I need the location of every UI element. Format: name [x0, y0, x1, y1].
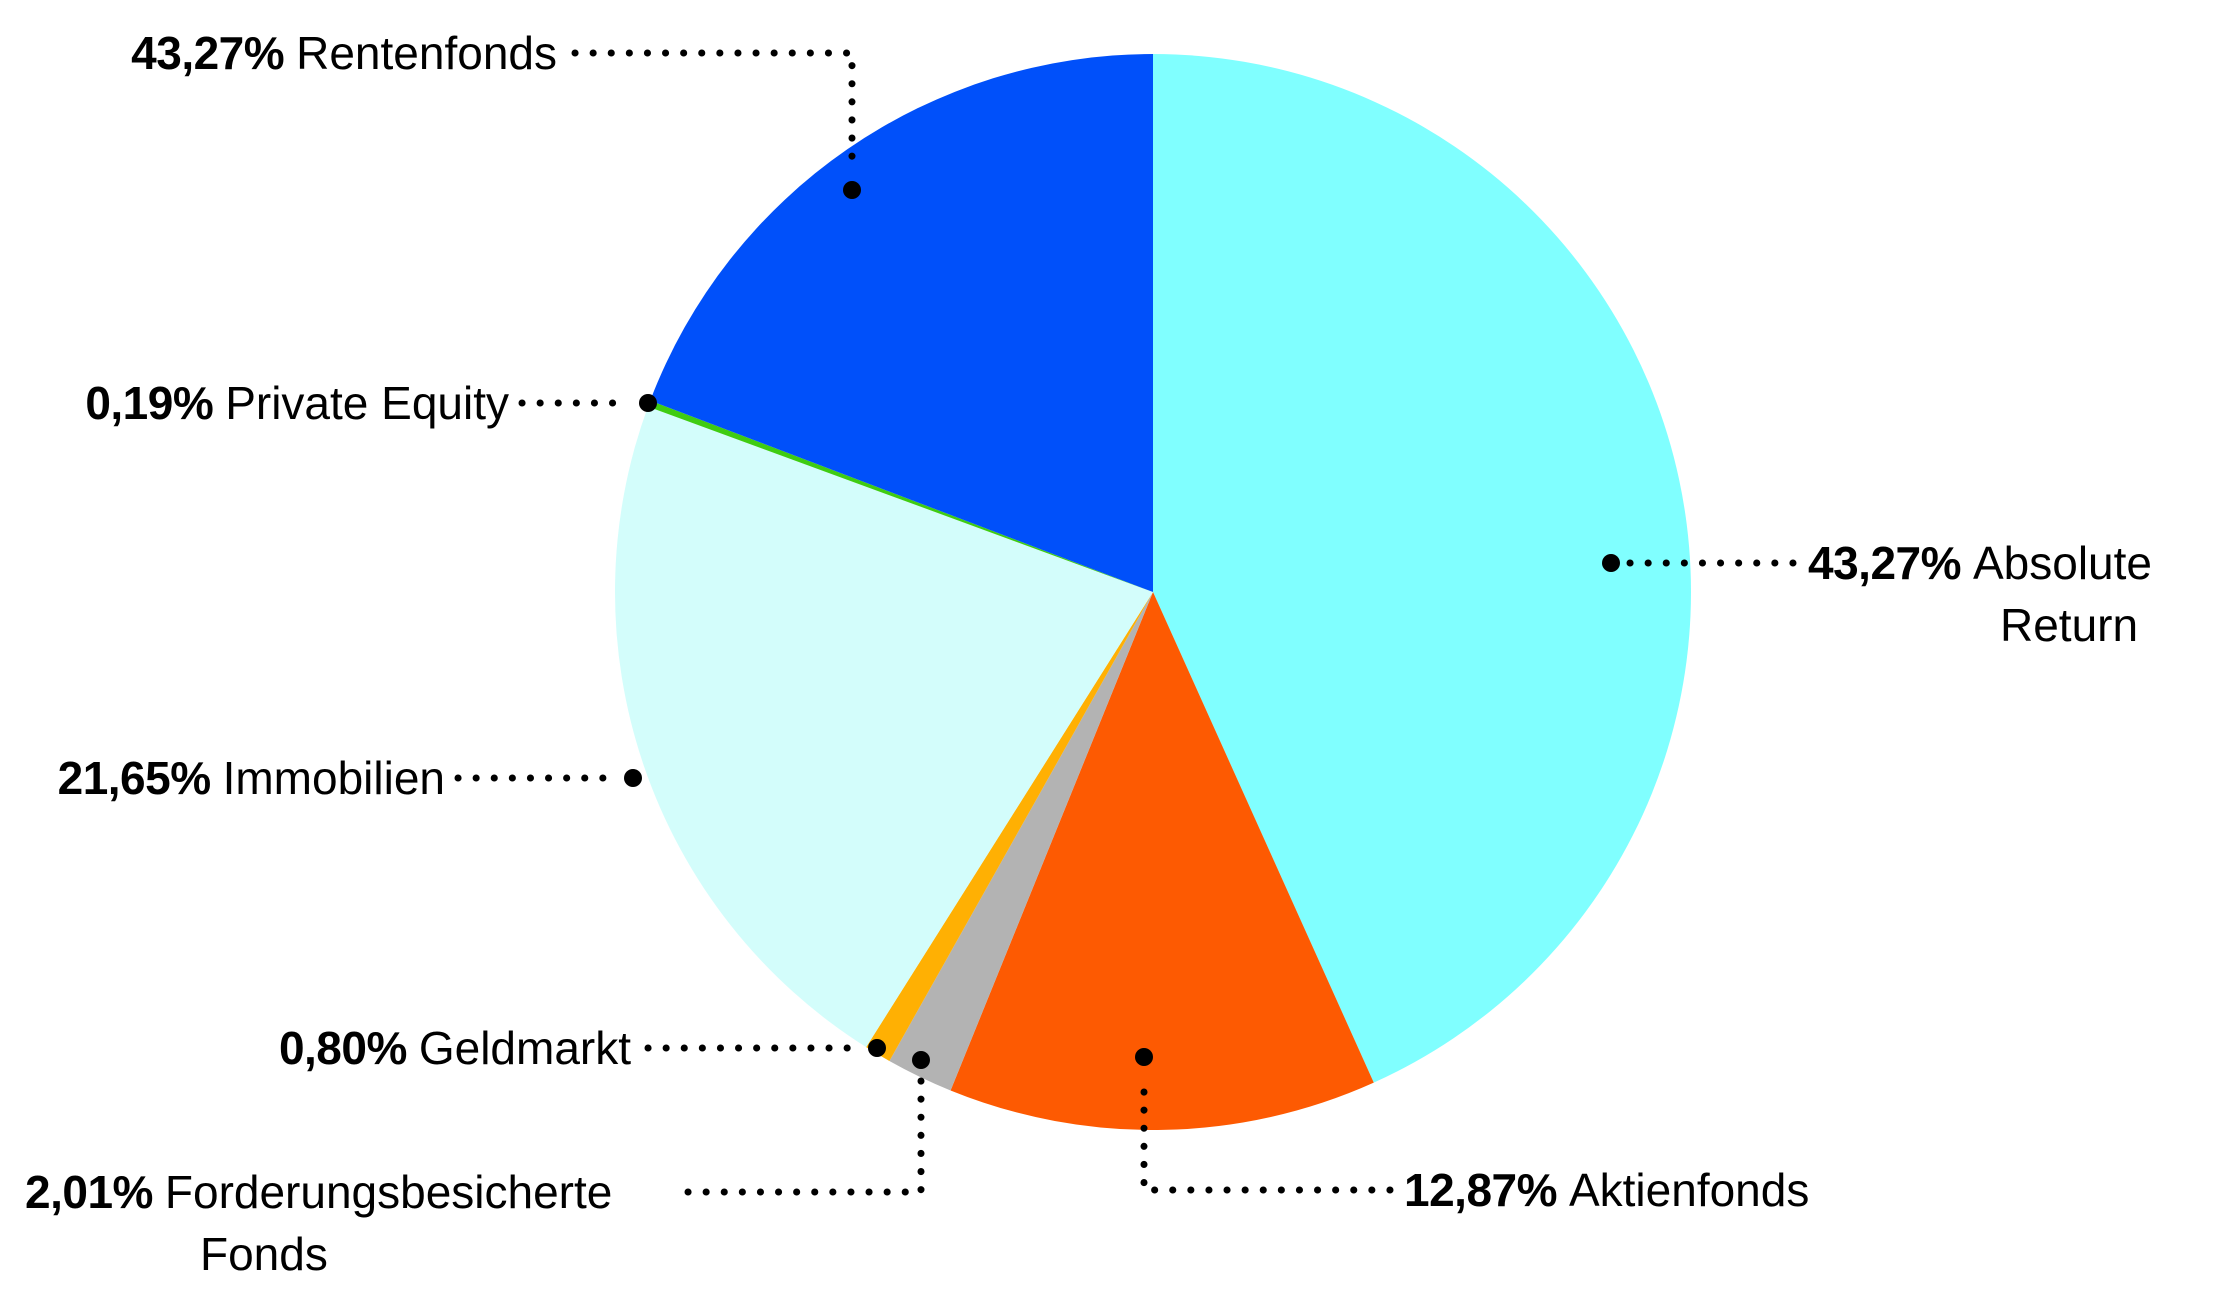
label-immobilien-name: Immobilien — [222, 752, 445, 804]
label-rentenfonds: 43,27% Rentenfonds — [131, 22, 557, 84]
pie-slice-private-equity[interactable] — [647, 400, 1153, 592]
label-rentenfonds-value: 43,27% — [131, 27, 285, 79]
leader-dot-immobilien — [624, 769, 642, 787]
leader-dot-private-equity — [639, 394, 657, 412]
label-geldmarkt-name: Geldmarkt — [418, 1022, 631, 1074]
leader-line-rentenfonds — [571, 49, 856, 174]
label-aktienfonds-name: Aktienfonds — [1568, 1164, 1810, 1216]
label-absolute-return: 43,27% Absolute Return — [1808, 532, 2152, 656]
label-absolute-return-line1: 43,27% Absolute — [1808, 532, 2152, 594]
leader-dot-rentenfonds — [843, 181, 861, 199]
leader-line-forderungsbesicherte-fonds — [684, 1076, 925, 1196]
label-private-equity: 0,19% Private Equity — [85, 372, 509, 434]
label-rentenfonds-name: Rentenfonds — [296, 27, 557, 79]
pie-slice-aktienfonds[interactable] — [950, 592, 1374, 1130]
pie-slice-rentenfonds[interactable] — [650, 53, 1153, 592]
label-absolute-return-name1: Absolute — [1972, 537, 2152, 589]
leader-dot-aktienfonds — [1135, 1048, 1153, 1066]
pie-slice-immobilien[interactable] — [614, 406, 1153, 1048]
pie-slice-forderungsbesicherte-fonds[interactable] — [889, 592, 1153, 1091]
label-forderungsbesicherte-name1: Forderungsbesicherte — [164, 1166, 613, 1218]
pie-slice-geldmarkt[interactable] — [866, 592, 1153, 1061]
leader-dot-forderungsbesicherte-fonds — [912, 1051, 930, 1069]
leader-dot-geldmarkt — [868, 1039, 886, 1057]
label-aktienfonds-value: 12,87% — [1404, 1164, 1558, 1216]
leader-dot-absolute-return — [1602, 554, 1620, 572]
label-immobilien-value: 21,65% — [57, 752, 212, 804]
label-immobilien: 21,65% Immobilien — [58, 747, 445, 809]
label-forderungsbesicherte-name2: Fonds — [200, 1228, 328, 1280]
label-forderungsbesicherte-value: 2,01% — [25, 1166, 153, 1218]
label-forderungsbesicherte-line1: 2,01% Forderungsbesicherte — [25, 1161, 612, 1223]
label-aktienfonds: 12,87% Aktienfonds — [1404, 1159, 1809, 1221]
label-forderungsbesicherte-fonds: 2,01% Forderungsbesicherte Fonds — [25, 1161, 612, 1285]
label-private-equity-name: Private Equity — [225, 377, 509, 429]
label-private-equity-value: 0,19% — [85, 377, 214, 429]
label-absolute-return-name2: Return — [2000, 599, 2139, 651]
label-absolute-return-value: 43,27% — [1808, 537, 1962, 589]
label-geldmarkt-value: 0,80% — [278, 1022, 407, 1074]
pie-slice-absolute-return[interactable] — [1153, 54, 1691, 1083]
label-geldmarkt: 0,80% Geldmarkt — [279, 1017, 631, 1079]
